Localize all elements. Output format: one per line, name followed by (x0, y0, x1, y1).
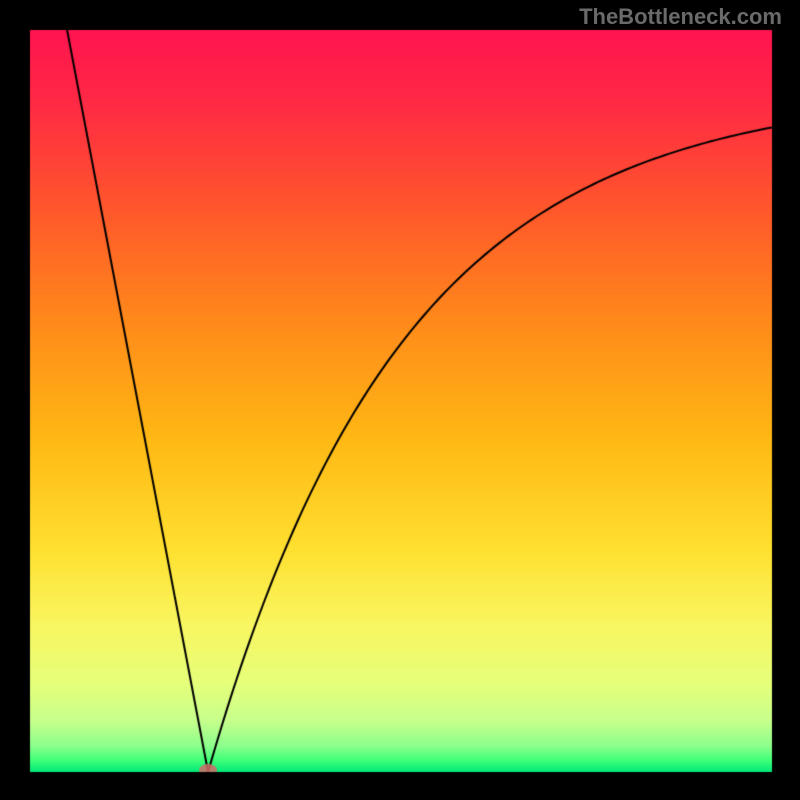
chart-container: TheBottleneck.com (0, 0, 800, 800)
bottleneck-chart (0, 0, 800, 800)
watermark-label: TheBottleneck.com (579, 4, 782, 30)
